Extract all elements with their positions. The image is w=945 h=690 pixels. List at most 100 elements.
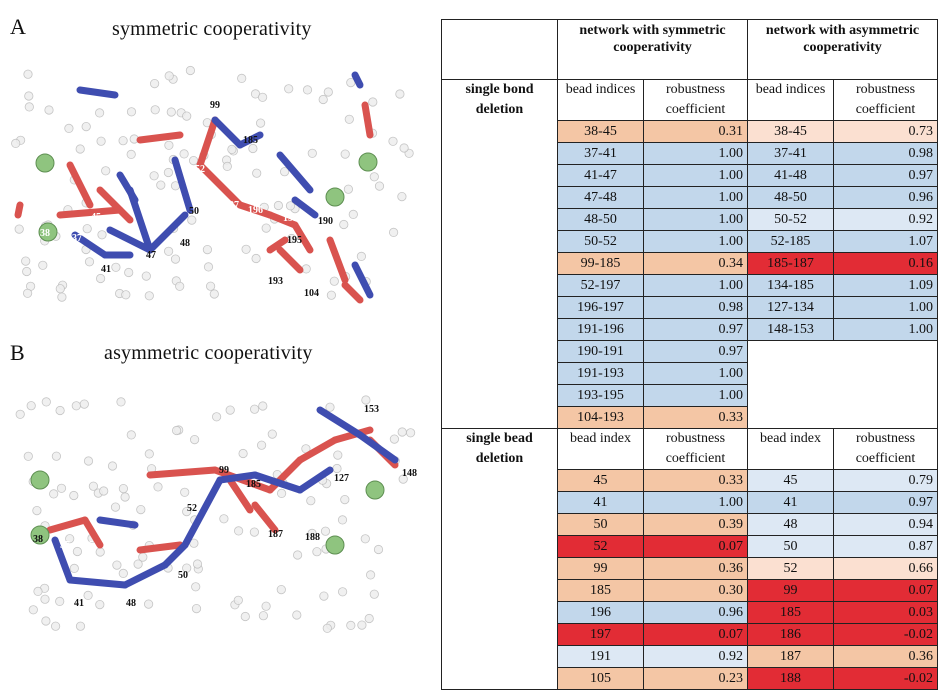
bead-cell: 45 [557, 469, 644, 492]
bead-cell: 38-45 [557, 120, 644, 143]
table-row: 52 0.07 50 0.87 [442, 535, 938, 558]
bead [49, 489, 59, 499]
bead-label: 195 [287, 235, 302, 246]
table-row: 50 0.39 48 0.94 [442, 513, 938, 536]
bead-label: 191 [283, 213, 298, 224]
table-row: 41 1.00 41 0.97 [442, 491, 938, 514]
bead [237, 73, 247, 84]
bead [319, 591, 329, 601]
coef-cell: 0.16 [833, 252, 938, 275]
bead-label: 37 [72, 233, 82, 244]
bead-label: 127 [334, 473, 349, 484]
table-row: 41-47 1.00 41-48 0.97 [442, 164, 938, 187]
bead-label: 134 [290, 474, 305, 485]
bond-rod [136, 131, 184, 144]
bead [96, 273, 106, 284]
bond-rod [351, 71, 364, 89]
bead [267, 429, 277, 439]
bead [141, 271, 151, 281]
bead [389, 434, 399, 444]
bead [97, 230, 107, 240]
bead-label: 99 [210, 100, 220, 111]
anchor-sphere [325, 187, 345, 207]
bond-rod [291, 221, 314, 254]
coef-cell: 0.36 [643, 557, 748, 580]
bead [136, 505, 146, 515]
bead-cell: 52-197 [557, 274, 644, 297]
bead [83, 456, 94, 466]
bead-label: 188 [305, 532, 320, 543]
bead-cell: 41-47 [557, 164, 644, 187]
bead-cell: 99 [557, 557, 644, 580]
bead-cell: 50 [557, 513, 644, 536]
bead [261, 223, 271, 233]
coef-cell: 0.66 [833, 557, 938, 580]
bead [191, 582, 201, 592]
bead [110, 502, 121, 512]
coef-cell: 0.94 [833, 513, 938, 536]
bead [126, 107, 137, 117]
bead [225, 405, 235, 415]
bead-cell: 127-134 [747, 296, 834, 319]
bead [118, 484, 129, 494]
bond-rod [181, 476, 224, 549]
bead-cell: 38-45 [747, 120, 834, 143]
bead [329, 276, 339, 286]
bead [95, 108, 105, 118]
col-bead-header: bead indices [747, 79, 834, 121]
bead [365, 570, 376, 580]
bead [357, 620, 367, 630]
table-row: 196 0.96 185 0.03 [442, 601, 938, 624]
bead [11, 138, 21, 148]
bead [75, 144, 85, 154]
bead [312, 547, 322, 557]
bond-deletion-section: single bond deletion bead indices robustne… [441, 79, 938, 429]
bead [340, 495, 350, 505]
bead-cell: 186 [747, 623, 834, 646]
bead [202, 245, 212, 255]
bond-rod [226, 476, 254, 514]
panel-b: B asymmetric cooperativity 153 148 127 134 9… [0, 330, 430, 660]
bead-label: 187 [268, 529, 283, 540]
coef-cell: 1.00 [643, 362, 748, 385]
col-robustness-header: robustness coefficient [643, 79, 748, 121]
bead-cell: 185 [747, 601, 834, 624]
bead [84, 257, 95, 267]
table-row: 47-48 1.00 48-50 0.96 [442, 186, 938, 209]
anchor-sphere [30, 470, 50, 490]
bead [182, 563, 192, 573]
bead [95, 547, 105, 557]
bead-cell: 197 [557, 623, 644, 646]
bead [83, 590, 93, 600]
coef-cell: 0.92 [643, 645, 748, 668]
bond-rod [236, 201, 274, 219]
coef-cell: 0.98 [833, 142, 938, 165]
bond-rod [361, 101, 374, 139]
table-row: 104-193 0.33 [442, 406, 938, 429]
bead-cell: 45 [747, 469, 834, 492]
coef-cell: 0.92 [833, 208, 938, 231]
bead-cell: 105 [557, 667, 644, 690]
bead-label: 47 [146, 250, 156, 261]
bond-rod [266, 211, 299, 229]
bead-cell: 134-185 [747, 274, 834, 297]
bead [374, 181, 385, 191]
bead [69, 563, 79, 573]
bead [38, 260, 48, 270]
bead [276, 488, 287, 498]
bead [369, 589, 379, 599]
bead-deletion-section: single bead deletion bead index robustness… [441, 428, 938, 690]
bead [150, 105, 160, 115]
bond-rod [146, 211, 189, 254]
col-robustness-header: robustness coefficient [833, 79, 938, 121]
bead [257, 92, 268, 102]
bead-cell: 41 [747, 491, 834, 514]
bead [44, 105, 54, 115]
bead [51, 451, 62, 461]
bead [99, 486, 109, 496]
table-row: 38-45 0.31 38-45 0.73 [442, 120, 938, 143]
bead [240, 611, 250, 622]
section-label: single bead deletion [441, 428, 558, 690]
bead-label: 190 [318, 216, 333, 227]
bead [149, 171, 159, 181]
